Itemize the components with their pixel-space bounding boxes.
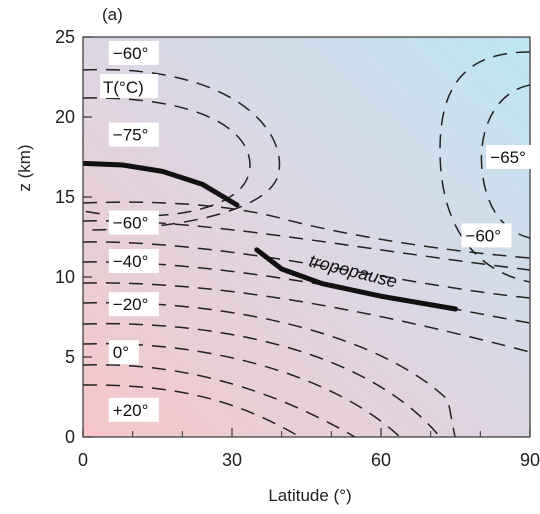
contour-label: −60° bbox=[461, 223, 512, 248]
contour-label-text: −65° bbox=[490, 148, 526, 167]
contour-line bbox=[83, 68, 281, 231]
contour-line bbox=[83, 261, 530, 324]
contour-label: −40° bbox=[108, 249, 159, 273]
contour-label: +20° bbox=[108, 397, 159, 422]
tropopause-line bbox=[254, 247, 458, 312]
contour-line bbox=[83, 364, 356, 437]
contour-label: −60° bbox=[108, 41, 159, 65]
contour-label-text: −75° bbox=[113, 126, 149, 145]
tropopause-line bbox=[83, 160, 240, 208]
contour-label-text: −60° bbox=[465, 226, 501, 245]
contour-line bbox=[83, 282, 530, 353]
contour-label: −65° bbox=[486, 145, 537, 169]
contour-label-bg bbox=[108, 340, 139, 365]
contour-line bbox=[83, 201, 530, 259]
x-tick-label: 90 bbox=[520, 450, 540, 470]
contour-label-bg bbox=[108, 41, 159, 65]
y-tick-label: 5 bbox=[65, 347, 75, 367]
contour-label-text: −40° bbox=[113, 252, 149, 271]
contour-label: 0° bbox=[108, 340, 139, 365]
contour-labels: +20° 0° −20° −40° −60° −75° −60° −65° −60° bbox=[108, 41, 537, 422]
contour-label-bg bbox=[486, 145, 537, 169]
variable-label-box: T(°C) bbox=[100, 74, 158, 98]
x-axis-ticks: 0 30 60 90 bbox=[78, 428, 540, 470]
contour-label-text: −20° bbox=[113, 295, 149, 314]
contour-line bbox=[83, 384, 301, 437]
y-axis-label: z (km) bbox=[15, 144, 34, 191]
x-tick-label: 60 bbox=[371, 450, 391, 470]
panel-label: (a) bbox=[102, 5, 123, 24]
x-tick-label: 30 bbox=[222, 450, 242, 470]
contour-label-bg bbox=[108, 249, 159, 273]
tropopause-lines bbox=[83, 160, 458, 312]
plot-background bbox=[83, 37, 530, 437]
contour-label: −60° bbox=[108, 210, 159, 235]
contour-line bbox=[439, 51, 530, 283]
plot-frame bbox=[82, 36, 531, 438]
contour-label-text: 0° bbox=[113, 343, 129, 362]
contour-label-bg bbox=[108, 292, 159, 317]
contour-line bbox=[83, 322, 441, 437]
contour-label-bg bbox=[108, 122, 159, 147]
x-axis-label: Latitude (°) bbox=[268, 486, 351, 505]
contour-label-bg bbox=[108, 397, 159, 422]
y-tick-label: 10 bbox=[55, 267, 75, 287]
y-tick-label: 0 bbox=[65, 427, 75, 447]
x-tick-label: 0 bbox=[78, 450, 88, 470]
y-tick-label: 15 bbox=[55, 187, 75, 207]
contour-label-text: −60° bbox=[113, 44, 149, 63]
contour-line bbox=[83, 241, 530, 299]
contour-label-text: −60° bbox=[113, 214, 149, 233]
contour-label-bg bbox=[108, 210, 159, 235]
contour-line bbox=[83, 301, 456, 437]
y-tick-label: 20 bbox=[55, 107, 75, 127]
y-axis-ticks: 0 5 10 15 20 25 bbox=[55, 27, 92, 447]
contour-label: −20° bbox=[108, 292, 159, 317]
variable-label: T(°C) bbox=[103, 78, 144, 97]
contour-label-bg bbox=[461, 223, 512, 248]
y-tick-label: 25 bbox=[55, 27, 75, 47]
contour-label-text: +20° bbox=[113, 401, 149, 420]
contour-label: −75° bbox=[108, 122, 159, 147]
